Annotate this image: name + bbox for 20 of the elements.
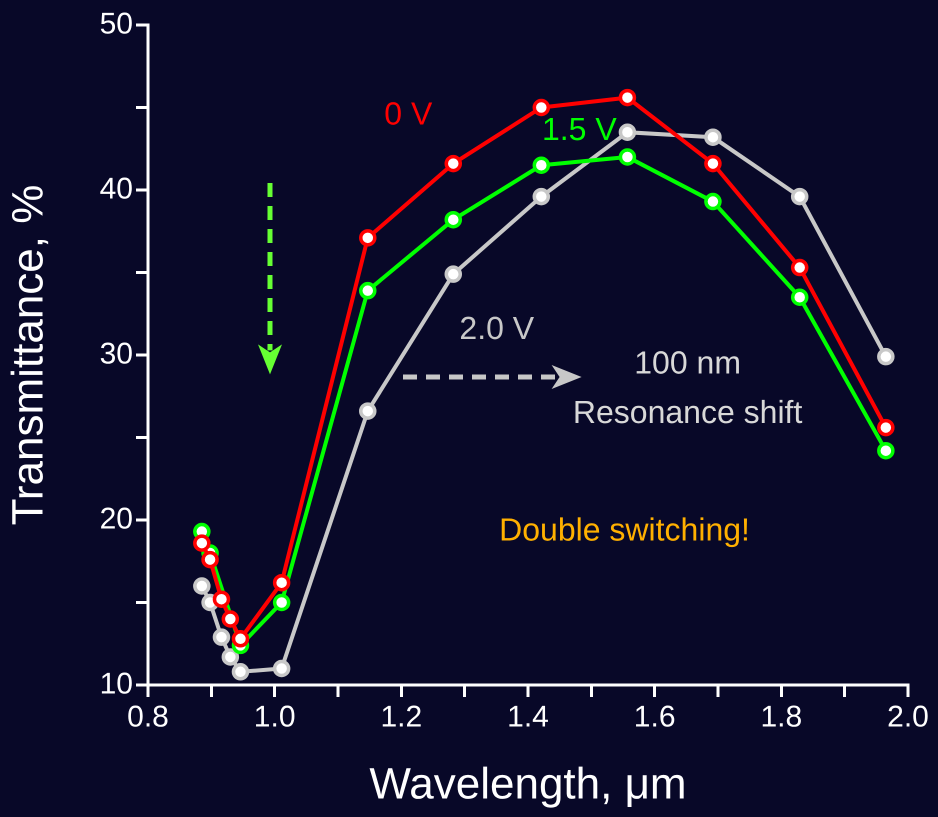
x-tick-label: 1.8 — [760, 700, 802, 734]
y-tick-label: 50 — [100, 7, 133, 40]
x-tick-label: 1.6 — [634, 700, 676, 734]
series-label: 2.0 V — [459, 310, 535, 346]
x-tick-label: 0.8 — [127, 700, 169, 734]
x-tick-label: 2.0 — [887, 700, 929, 734]
x-tick-label: 1.2 — [380, 700, 422, 734]
series-label: 1.5 V — [542, 111, 618, 148]
y-axis-title: Transmittance, % — [4, 184, 53, 526]
annotation: Double switching! — [499, 512, 750, 548]
y-tick-label: 30 — [100, 337, 133, 370]
x-tick-label: 1.4 — [507, 700, 549, 734]
x-axis-title: Wavelength, μm — [369, 760, 687, 809]
y-tick-label: 40 — [100, 172, 133, 206]
y-tick-label: 10 — [100, 667, 133, 700]
series-label: 0 V — [384, 95, 433, 132]
annotation: 100 nm — [634, 344, 741, 381]
x-tick-label: 1.0 — [254, 700, 296, 734]
y-tick-label: 20 — [100, 502, 133, 536]
annotation: Resonance shift — [572, 394, 802, 430]
